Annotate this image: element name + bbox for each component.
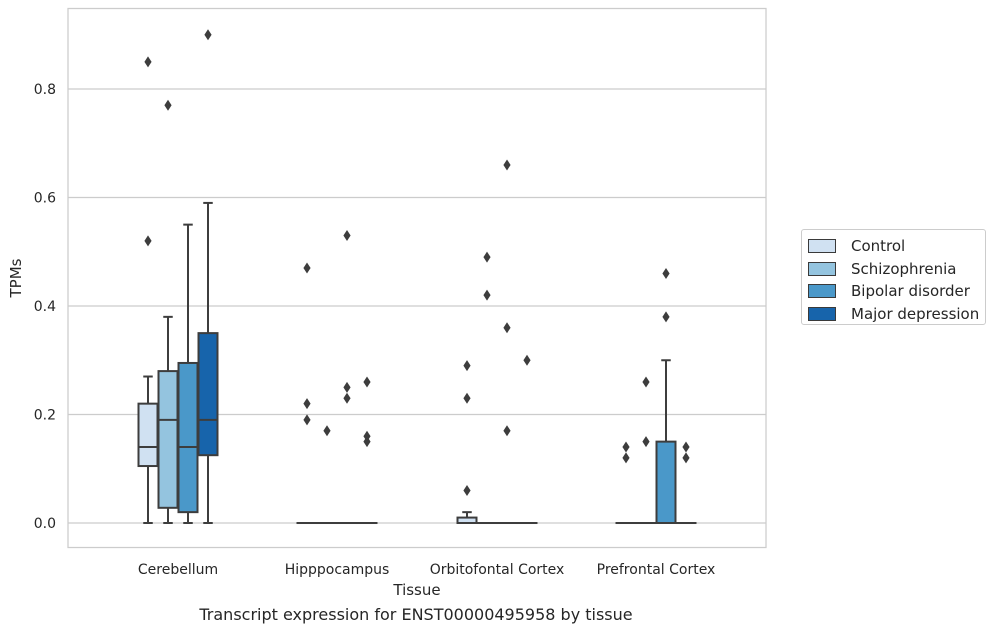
outlier-point [503, 322, 511, 334]
box-major-depression [356, 376, 378, 525]
outlier-point [323, 425, 331, 437]
legend-item: Schizophrenia [802, 258, 985, 281]
box-series [137, 29, 697, 525]
x-tick-label: Prefrontal Cortex [597, 562, 716, 578]
outlier-point [343, 392, 351, 404]
outlier-point [662, 311, 670, 323]
y-tick-labels: 0.0 0.2 0.4 0.6 0.8 [34, 82, 56, 532]
y-tick-label: 0.0 [34, 516, 56, 532]
legend-item: Control [802, 235, 985, 258]
outlier-point [642, 376, 650, 388]
box-bipolar-disorder [655, 267, 677, 524]
y-tick-label: 0.2 [34, 408, 56, 424]
outlier-point [682, 441, 690, 453]
box-control [137, 56, 159, 524]
outlier-point [463, 484, 471, 496]
legend-label: Major depression [851, 304, 980, 323]
box-control [615, 441, 637, 525]
plot-frame [67, 7, 767, 549]
y-tick-label: 0.8 [34, 82, 56, 98]
outlier-point [343, 229, 351, 241]
box-body [157, 370, 179, 509]
outlier-point [144, 56, 152, 68]
outlier-point [303, 262, 311, 274]
outlier-point [642, 436, 650, 448]
legend-label: Control [851, 237, 906, 256]
outlier-point [343, 381, 351, 393]
outlier-point [164, 99, 172, 111]
y-tick-label: 0.6 [34, 191, 56, 207]
box-schizophrenia [157, 99, 179, 524]
chart-title: Transcript expression for ENST0000049595… [199, 605, 633, 624]
outlier-point [523, 354, 531, 366]
outlier-point [622, 452, 630, 464]
outlier-point [144, 235, 152, 247]
outlier-point [503, 159, 511, 171]
box-control [456, 360, 478, 525]
legend-item: Major depression [802, 303, 985, 326]
legend-swatch [808, 239, 836, 254]
x-tick-label: Cerebellum [138, 562, 218, 578]
outlier-point [303, 414, 311, 426]
legend-swatch [808, 261, 836, 276]
box-bipolar-disorder [496, 159, 518, 525]
legend-label: Schizophrenia [851, 259, 957, 278]
box-major-depression [197, 29, 219, 524]
outlier-point [303, 398, 311, 410]
legend-swatch [808, 306, 836, 321]
x-axis-label: Tissue [392, 581, 440, 599]
box-control [296, 262, 318, 525]
box-bipolar-disorder [336, 229, 358, 525]
x-tick-labels: Cerebellum Hipppocampus Orbitofontal Corte… [138, 562, 715, 578]
outlier-point [463, 392, 471, 404]
box-body [137, 402, 159, 468]
box-body [177, 361, 199, 514]
x-tick-label: Hipppocampus [285, 562, 390, 578]
x-tick-label: Orbitofontal Cortex [430, 562, 565, 578]
y-tick-label: 0.4 [34, 299, 56, 315]
outlier-point [662, 267, 670, 279]
outlier-point [483, 289, 491, 301]
outlier-point [204, 29, 212, 41]
box-major-depression [516, 354, 538, 525]
y-axis-label: TPMs [7, 258, 25, 298]
box-schizophrenia [316, 425, 338, 525]
box-bipolar-disorder [177, 223, 199, 524]
legend: Control Schizophrenia Bipolar disorder Majo… [801, 229, 986, 325]
outlier-point [463, 360, 471, 372]
box-schizophrenia [476, 251, 498, 525]
outlier-point [622, 441, 630, 453]
legend-item: Bipolar disorder [802, 280, 985, 303]
box-body [655, 440, 677, 524]
legend-swatch [808, 284, 836, 299]
outlier-point [363, 430, 371, 442]
outlier-point [682, 452, 690, 464]
box-body [197, 332, 219, 457]
legend-label: Bipolar disorder [851, 282, 970, 301]
box-schizophrenia [635, 376, 657, 525]
outlier-point [363, 376, 371, 388]
outlier-point [483, 251, 491, 263]
outlier-point [503, 425, 511, 437]
box-major-depression [675, 441, 697, 525]
